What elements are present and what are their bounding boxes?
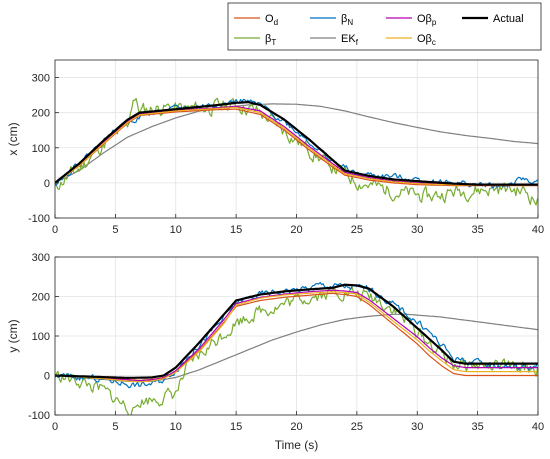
series-line-Actual <box>55 101 538 186</box>
legend-label: Actual <box>493 13 524 25</box>
series-line-Obc <box>55 291 538 383</box>
x-tick-label: 30 <box>411 224 423 236</box>
y-tick-label: 0 <box>44 178 50 190</box>
x-tick-label: 40 <box>532 421 544 433</box>
y-tick-label: -100 <box>28 213 50 225</box>
series-group <box>55 281 538 415</box>
x-tick-label: 0 <box>52 421 58 433</box>
x-tick-label: 35 <box>472 224 484 236</box>
series-group <box>55 97 538 206</box>
series-line-EKf <box>55 103 538 184</box>
x-tick-label: 15 <box>230 421 242 433</box>
x-tick-label: 25 <box>351 224 363 236</box>
series-line-Actual <box>55 283 538 379</box>
x-axis-label: Time (s) <box>275 438 319 452</box>
series-line-Obp <box>55 289 538 382</box>
y-tick-label: 300 <box>32 73 50 85</box>
y-tick-label: 100 <box>32 331 50 343</box>
y-tick-label: 200 <box>32 292 50 304</box>
y-tick-label: 100 <box>32 143 50 155</box>
y-tick-label: -100 <box>28 410 50 422</box>
legend-entry: βT <box>234 33 276 47</box>
series-line-betaT <box>55 286 538 415</box>
x-tick-label: 10 <box>170 421 182 433</box>
y-tick-label: 300 <box>32 252 50 264</box>
y-tick-label: 200 <box>32 108 50 120</box>
x-tick-label: 15 <box>230 224 242 236</box>
series-line-betaT <box>55 97 538 206</box>
series-line-Obc <box>55 106 538 186</box>
x-tick-label: 20 <box>290 421 302 433</box>
x-tick-label: 0 <box>52 224 58 236</box>
legend-label: Oβc <box>417 33 436 47</box>
x-tick-label: 30 <box>411 421 423 433</box>
x-tick-label: 25 <box>351 421 363 433</box>
legend-entry: Actual <box>462 13 524 25</box>
legend-entry: EKf <box>310 33 359 47</box>
x-tick-label: 10 <box>170 224 182 236</box>
legend-box <box>227 2 542 51</box>
y-axis-label: x (cm) <box>6 122 20 155</box>
legend-label: EKf <box>341 33 359 47</box>
y-tick-label: 0 <box>44 371 50 383</box>
x-tick-label: 5 <box>112 224 118 236</box>
x-tick-label: 40 <box>532 224 544 236</box>
x-tick-label: 35 <box>472 421 484 433</box>
x-tick-label: 5 <box>112 421 118 433</box>
x-tick-label: 20 <box>290 224 302 236</box>
legend-label: βT <box>265 33 276 47</box>
legend-entry: Oβc <box>386 33 436 47</box>
y-axis-label: y (cm) <box>6 319 20 352</box>
